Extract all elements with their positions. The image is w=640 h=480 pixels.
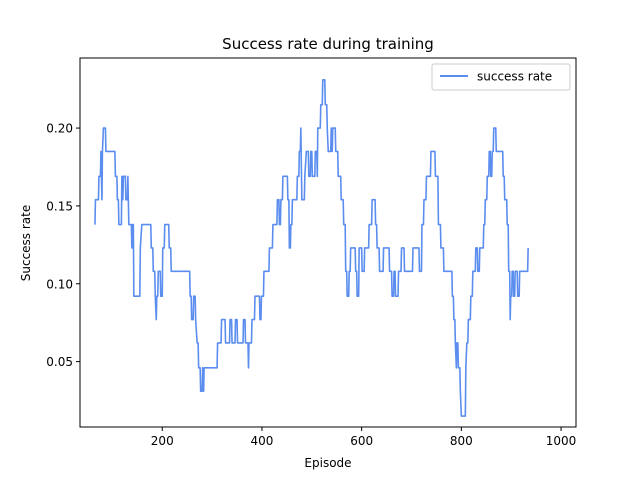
- y-tick-label: 0.20: [46, 122, 73, 136]
- legend-box: [431, 63, 571, 91]
- x-tick-label: 200: [151, 434, 174, 448]
- plot-area: [94, 79, 529, 417]
- y-tick-label: 0.05: [46, 355, 73, 369]
- y-tick-label: 0.15: [46, 199, 73, 213]
- y-axis-label: Success rate: [19, 205, 33, 282]
- x-tick-label: 800: [450, 434, 473, 448]
- x-axis-label: Episode: [304, 456, 351, 470]
- legend: success rate: [431, 63, 571, 91]
- legend-label: success rate: [477, 70, 552, 84]
- x-tick-label: 1000: [546, 434, 577, 448]
- chart-title: Success rate during training: [222, 35, 434, 53]
- x-axis-ticks: 200 400 600 800 1000: [151, 427, 577, 448]
- x-tick-label: 400: [250, 434, 273, 448]
- x-tick-label: 600: [350, 434, 373, 448]
- series-line-success-rate: [94, 79, 529, 417]
- y-tick-label: 0.10: [46, 277, 73, 291]
- y-axis-ticks: 0.05 0.10 0.15 0.20: [46, 122, 80, 369]
- axes-frame: [79, 57, 577, 428]
